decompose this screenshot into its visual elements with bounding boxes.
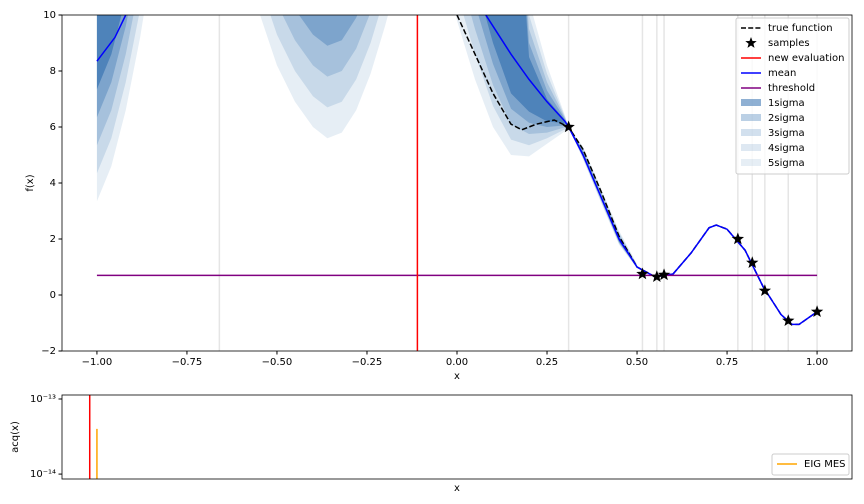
legend-label: 2sigma — [768, 113, 805, 124]
legend-label: 4sigma — [768, 143, 805, 154]
sample-marker — [650, 270, 664, 283]
x-tick-label: 0.25 — [536, 357, 558, 368]
legend-label: 1sigma — [768, 98, 805, 109]
sample-marker — [746, 256, 759, 269]
x-tick-label: 1.00 — [806, 357, 828, 368]
legend-swatch — [741, 144, 761, 151]
plot-area — [96, 15, 818, 351]
legend-label: EIG MES — [804, 459, 846, 470]
legend-label: threshold — [768, 83, 815, 94]
x-axis-label: x — [454, 483, 460, 494]
legend-label: new evaluation — [768, 53, 844, 64]
legend-label: 5sigma — [768, 158, 805, 169]
legend-label: mean — [768, 68, 796, 79]
x-axis-label: x — [454, 371, 460, 382]
x-tick-label: 0.75 — [716, 357, 738, 368]
axes-frame — [61, 14, 853, 352]
legend-label: true function — [768, 23, 833, 34]
y-tick-label: −2 — [41, 346, 56, 357]
legend-swatch — [741, 99, 761, 106]
y-axis-label: acq(x) — [10, 421, 21, 453]
sample-marker — [782, 314, 795, 327]
x-tick-label: 0.00 — [446, 357, 468, 368]
y-tick-label: 2 — [50, 234, 56, 245]
sigma-band — [96, 15, 638, 268]
sigma-band — [96, 15, 638, 269]
x-tick-label: −0.75 — [172, 357, 203, 368]
y-axis-label: f(x) — [25, 174, 36, 191]
sigma-band — [96, 15, 638, 268]
y-tick-label: 0 — [50, 290, 56, 301]
axes-frame — [61, 394, 853, 480]
legend-label: 3sigma — [768, 128, 805, 139]
y-tick-label: 8 — [50, 66, 56, 77]
x-tick-label: 0.50 — [626, 357, 648, 368]
y-tick-label: 10 — [43, 10, 56, 21]
x-tick-label: −0.50 — [262, 357, 293, 368]
sigma-band — [96, 15, 638, 269]
plot-area — [88, 395, 98, 479]
sample-marker — [657, 268, 671, 281]
sample-marker — [636, 267, 649, 280]
subplot: 10⁻¹⁴ 10⁻¹³ x acq(x) EIG MES — [10, 394, 853, 494]
y-tick-label: 10⁻¹⁴ — [30, 469, 56, 480]
y-tick-label: 10⁻¹³ — [30, 394, 56, 405]
x-tick-label: −0.25 — [352, 357, 383, 368]
legend-marker — [745, 37, 757, 48]
legend-swatch — [741, 159, 761, 166]
y-tick-label: 4 — [50, 178, 56, 189]
legend-box — [735, 17, 850, 175]
line — [96, 15, 818, 326]
sample-marker — [810, 305, 824, 318]
subplot: −1.00 −0.75 −0.50 −0.25 0.00 0.25 0.50 0.75 1.00… — [25, 10, 853, 382]
x-tick-label: −1.00 — [82, 357, 113, 368]
sample-marker — [562, 120, 575, 133]
legend-swatch — [741, 129, 761, 136]
y-tick-label: 6 — [50, 122, 56, 133]
sample-marker — [731, 232, 745, 245]
legend-box — [771, 453, 850, 476]
legend-label: samples — [768, 38, 810, 49]
sample-marker — [758, 284, 772, 297]
legend-swatch — [741, 114, 761, 121]
